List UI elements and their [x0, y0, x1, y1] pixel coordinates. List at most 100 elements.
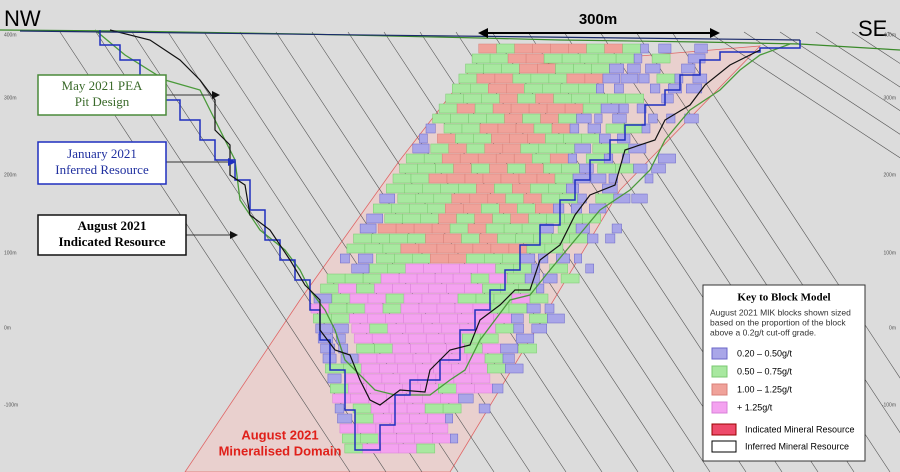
callout-box [37, 141, 167, 185]
block [633, 53, 643, 64]
block [441, 263, 460, 274]
block [517, 93, 536, 104]
block [505, 363, 524, 374]
block [577, 193, 587, 204]
block [597, 163, 616, 174]
block [471, 53, 491, 64]
block [521, 223, 541, 234]
block [441, 323, 461, 334]
block [402, 213, 421, 224]
block [622, 43, 641, 54]
domain-label: Mineralised Domain [219, 443, 342, 458]
block [661, 93, 674, 104]
block [366, 213, 383, 224]
block [484, 143, 504, 154]
block [514, 43, 533, 54]
block [482, 283, 501, 294]
block [315, 323, 333, 334]
block [512, 183, 531, 194]
block [496, 43, 515, 54]
block [468, 113, 487, 124]
block [585, 263, 594, 274]
block [394, 253, 413, 264]
block [466, 253, 485, 264]
block [530, 73, 550, 84]
block [425, 333, 445, 344]
block [445, 413, 453, 424]
block [416, 443, 436, 454]
key-description: above a 0.2g/t cut-off grade. [710, 327, 816, 337]
block [509, 133, 528, 144]
block [406, 403, 426, 414]
drill-hole [815, 31, 900, 88]
block [356, 343, 375, 354]
block [484, 353, 504, 364]
block [449, 223, 469, 234]
block [313, 293, 332, 304]
block [545, 133, 564, 144]
block [398, 443, 418, 454]
block [448, 143, 468, 154]
block [657, 153, 676, 164]
block [526, 303, 541, 314]
block [574, 143, 591, 154]
block [554, 173, 574, 184]
block [515, 333, 535, 344]
block [400, 303, 420, 314]
block [546, 213, 565, 224]
block [380, 273, 400, 284]
block [587, 233, 599, 244]
block [387, 263, 406, 274]
block [450, 113, 469, 124]
block [648, 113, 658, 124]
block [597, 53, 617, 64]
block [344, 273, 364, 284]
block [478, 403, 491, 414]
block [456, 103, 476, 114]
callout-pea: May 2021 PEA Pit Design [37, 74, 220, 116]
block [384, 213, 403, 224]
key-description: August 2021 MIK blocks shown sized [710, 307, 851, 317]
block [438, 103, 458, 114]
block [494, 183, 513, 194]
key-item: + 1.25g/t [737, 402, 773, 412]
block [416, 273, 436, 284]
callout-text: Indicated Resource [58, 234, 165, 249]
block [469, 193, 489, 204]
swatch [711, 401, 728, 414]
block [605, 123, 625, 134]
block [439, 313, 458, 324]
block [399, 373, 419, 384]
block [343, 363, 362, 374]
block [382, 303, 402, 314]
block [477, 263, 496, 274]
block [470, 273, 490, 284]
swatch [711, 423, 737, 436]
block [455, 133, 474, 144]
nw-label: NW [4, 6, 41, 31]
block [658, 43, 672, 54]
block [575, 223, 590, 234]
block [590, 173, 607, 184]
block [502, 353, 515, 364]
block [418, 303, 438, 314]
block [410, 173, 430, 184]
block [342, 433, 361, 444]
block [457, 293, 477, 304]
block [379, 363, 398, 374]
block [495, 153, 515, 164]
block [337, 413, 353, 424]
block [492, 213, 511, 224]
block [446, 173, 466, 184]
block [490, 243, 510, 254]
block [618, 103, 629, 114]
block [371, 233, 390, 244]
block [612, 113, 627, 124]
block [467, 223, 487, 234]
block [410, 343, 429, 354]
block [522, 113, 541, 124]
callout-text: Inferred Resource [55, 162, 149, 177]
callout-box [37, 214, 187, 256]
scale-arrow-right [710, 28, 720, 38]
key-description: based on the proportion of the block [710, 317, 846, 327]
